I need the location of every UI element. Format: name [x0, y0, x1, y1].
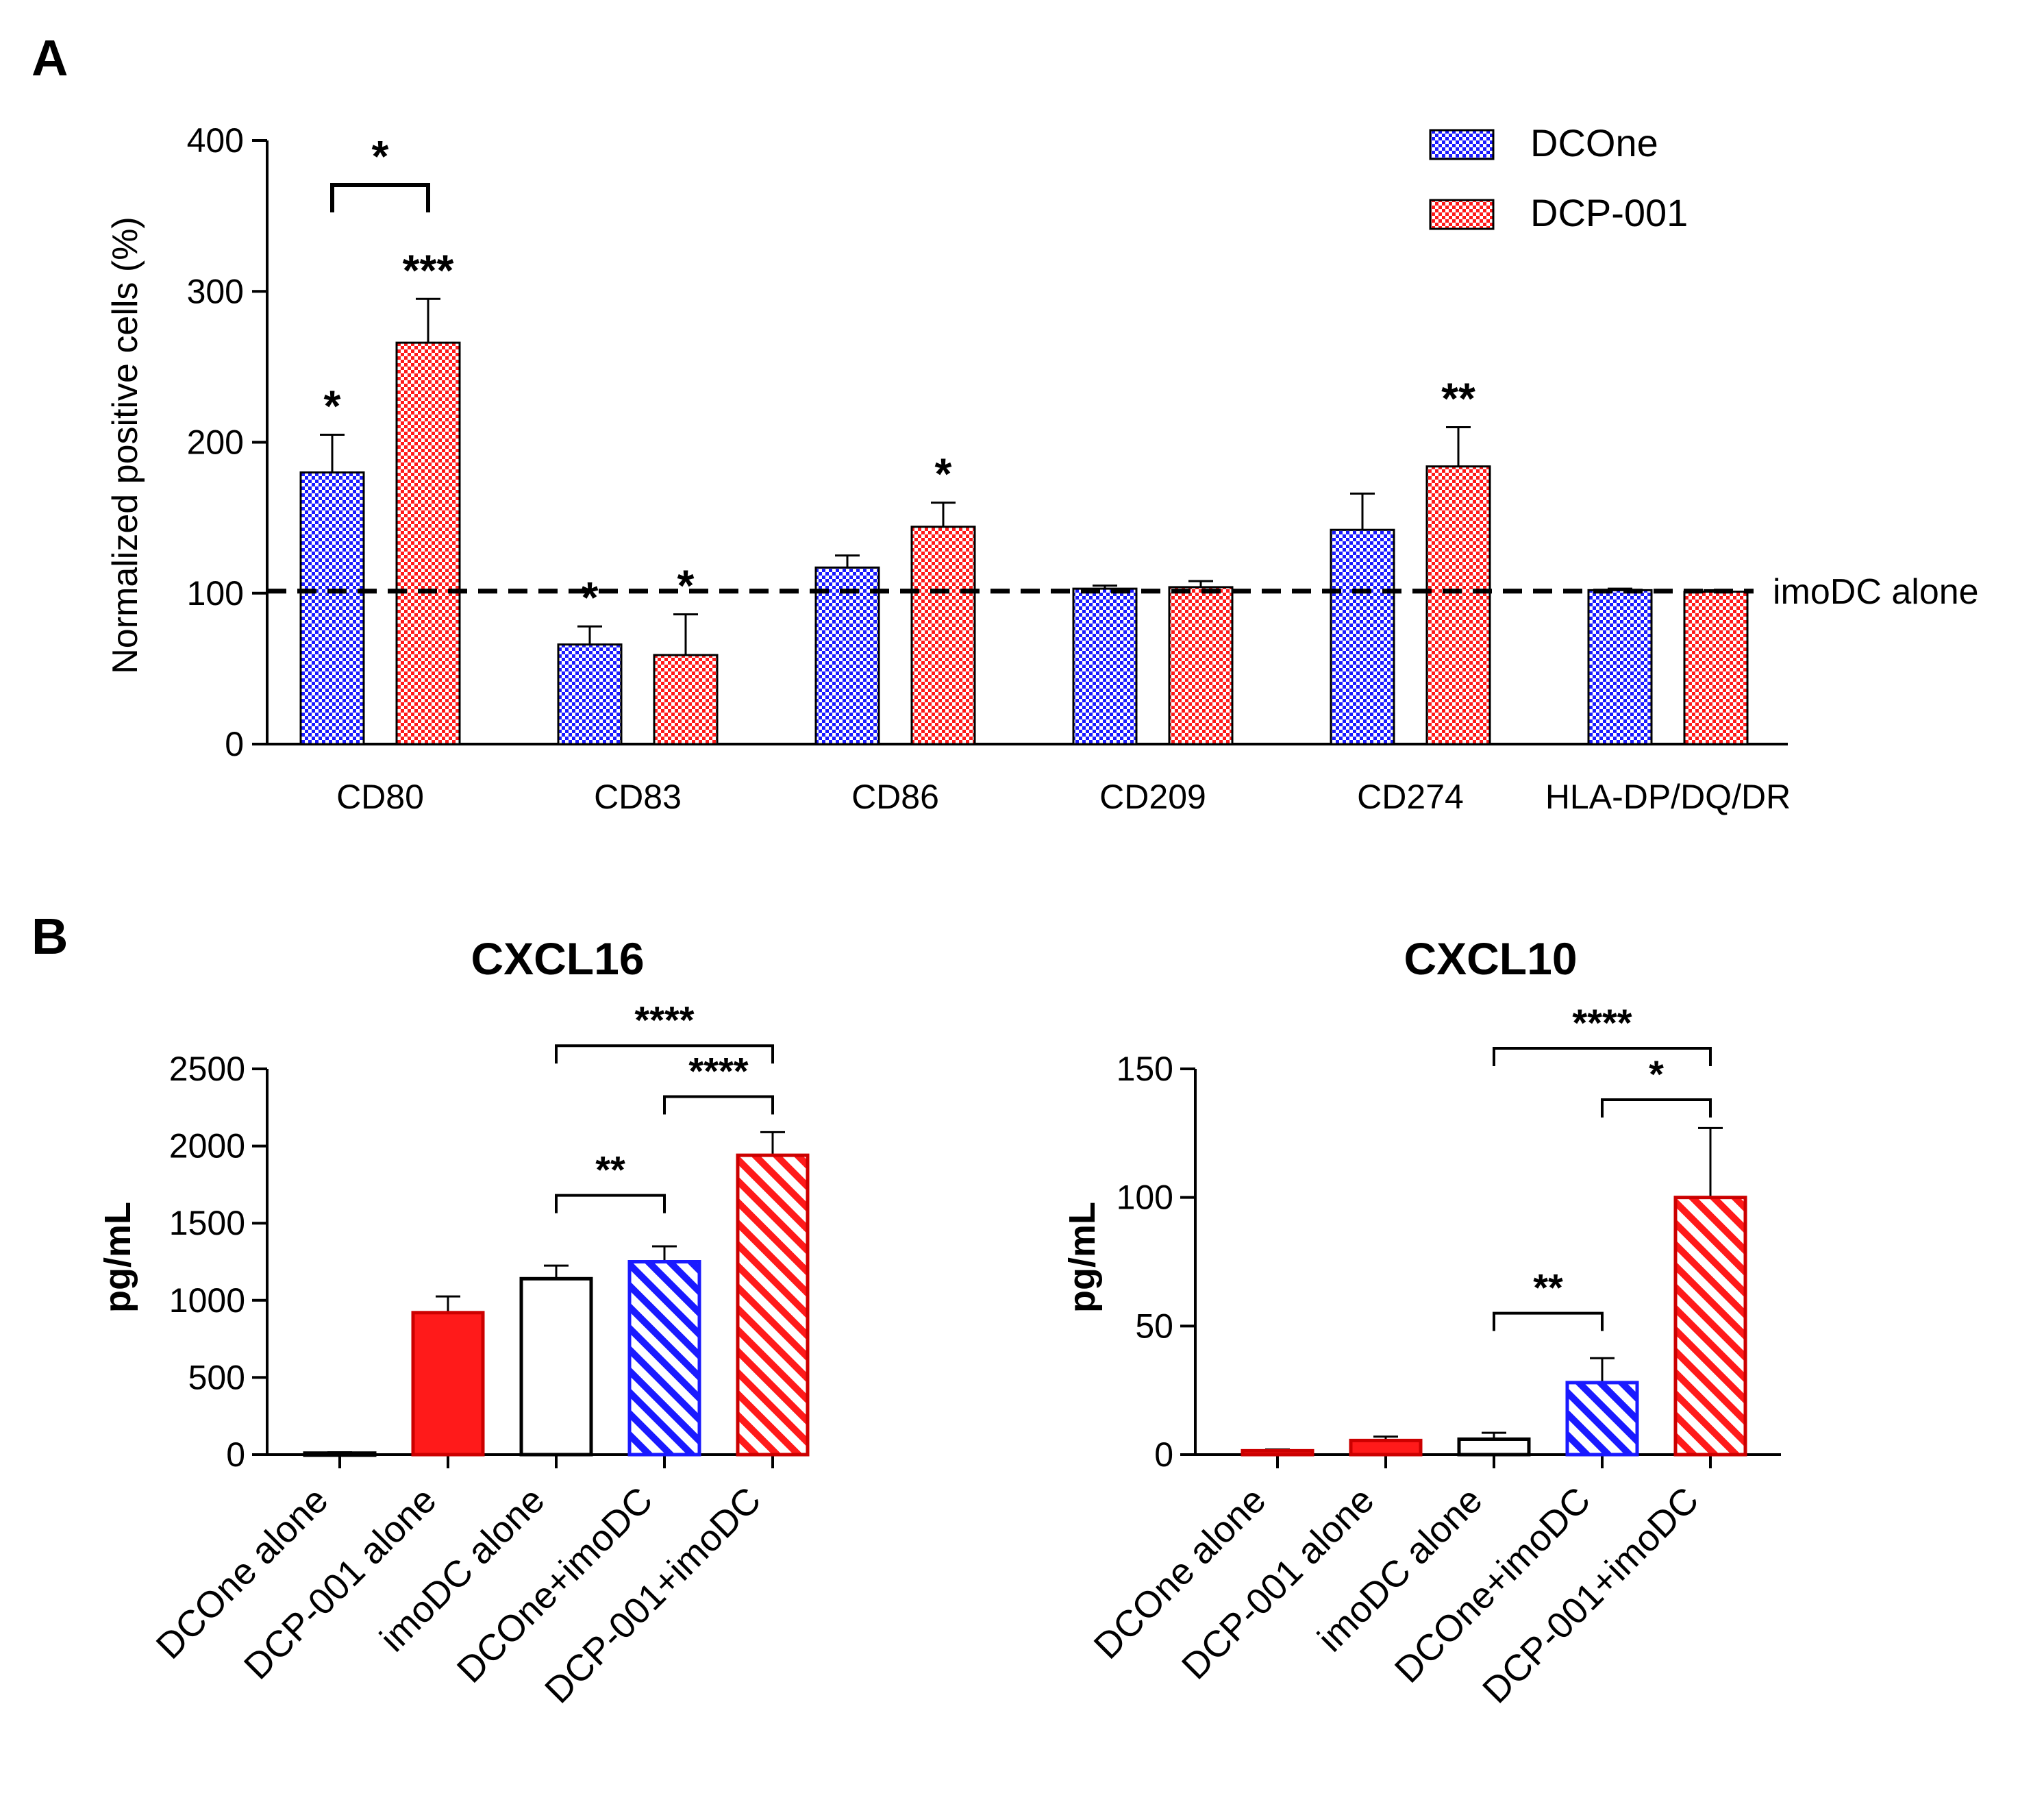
cxcl10-bar-dcone-imodc [1565, 1381, 1639, 1457]
panel-a-y-tick-label: 300 [187, 272, 244, 310]
cxcl10-title: CXCL10 [1404, 933, 1577, 984]
panel-a-bar-dcp-001-cd80 [395, 341, 461, 745]
panel-a-y-axis-title: Normalized positive cells (%) [105, 217, 145, 674]
panel-a-bar-dcp-001-cd83 [653, 654, 719, 745]
panel-a-bar-dcone-hla-dp-dq-dr [1587, 589, 1653, 745]
panel-a-y-tick-label: 200 [187, 423, 244, 462]
cxcl10-bar-dcp-001-imodc [1673, 1196, 1747, 1457]
cxcl16-bar-dcone-alone [303, 1451, 377, 1457]
cxcl16-y-tick-label: 0 [226, 1435, 245, 1474]
cxcl10-comparison-label-2: **** [1572, 1001, 1632, 1044]
panel-a-x-tick-label-hla-dp-dq-dr: HLA-DP/DQ/DR [1545, 778, 1791, 816]
cxcl16-bar-dcp-001-alone [411, 1311, 485, 1457]
cxcl10-comparison-bracket-1 [1601, 1098, 1712, 1118]
panel-a-bar-dcp-001-hla-dp-dq-dr [1683, 591, 1749, 745]
cxcl16-y-tick-label: 500 [188, 1358, 245, 1396]
cxcl16-comparison-bracket-0 [555, 1194, 666, 1213]
panel-a-bar-dcone-cd80 [299, 471, 365, 745]
panel-a-significance-dcp-001-cd83: * [677, 561, 695, 610]
cxcl16-y-tick-label: 1500 [169, 1204, 245, 1242]
cxcl16-bar-dcp-001-imodc [736, 1153, 810, 1457]
cxcl10-y-tick-label: 50 [1135, 1307, 1173, 1345]
panel-a-x-tick-label-cd209: CD209 [1099, 778, 1206, 816]
cxcl16-y-tick-label: 2000 [169, 1127, 245, 1165]
cxcl16-y-axis-title: pg/mL [97, 1202, 138, 1313]
cxcl16-comparison-label-1: **** [688, 1050, 748, 1093]
cxcl16-title: CXCL16 [471, 933, 644, 984]
panel-a-significance-dcone-cd83: * [582, 573, 599, 622]
cxcl10-y-tick-label: 100 [1117, 1178, 1173, 1217]
cxcl16-comparison-bracket-2 [555, 1044, 774, 1064]
panel-letter-a: A [32, 29, 68, 86]
cxcl10-bar-imodc-alone [1457, 1437, 1531, 1457]
cxcl16-comparison-bracket-1 [663, 1095, 774, 1115]
panel-a-y-tick-label: 100 [187, 574, 244, 613]
panel-letter-b: B [32, 908, 68, 965]
cxcl10-x-tick-label-dcone-imodc: DCOne+imoDC [1387, 1479, 1599, 1691]
panel-a-comparison-label: * [372, 132, 389, 181]
cxcl16-comparison-label-0: ** [595, 1148, 625, 1192]
panel-a-significance-dcp-001-cd274: ** [1441, 373, 1475, 423]
panel-a-significance-dcp-001-cd86: * [935, 449, 952, 499]
panel-a-bar-dcone-cd83 [557, 643, 623, 745]
cxcl16-x-tick-label-dcone-imodc: DCOne+imoDC [449, 1479, 661, 1691]
panel-a-y-tick-label: 0 [225, 725, 244, 763]
panel-a-bar-dcp-001-cd209 [1168, 586, 1234, 745]
cxcl10-y-tick-label: 0 [1154, 1435, 1173, 1474]
cxcl10-comparison-bracket-2 [1493, 1046, 1712, 1066]
panel-a-bar-dcone-cd274 [1330, 528, 1395, 745]
cxcl16-y-tick-label: 1000 [169, 1281, 245, 1320]
cxcl16-comparison-label-2: **** [634, 998, 694, 1041]
panel-a-y-tick-label: 400 [187, 121, 244, 160]
panel-a-bar-dcone-cd209 [1072, 587, 1138, 745]
cxcl10-y-axis-title: pg/mL [1062, 1202, 1103, 1313]
panel-a-x-tick-label-cd86: CD86 [851, 778, 939, 816]
cxcl10-comparison-label-1: * [1649, 1052, 1664, 1096]
legend-swatch-dcp-001 [1429, 199, 1495, 230]
cxcl10-bar-dcp-001-alone [1349, 1438, 1423, 1457]
panel-a-bar-dcp-001-cd86 [910, 526, 976, 745]
legend-swatch-dcone [1429, 129, 1495, 160]
legend-label-dcone: DCOne [1530, 121, 1658, 164]
chart-panel-a: Normalized positive cells (%) 0 100 200 300… [105, 121, 1979, 816]
cxcl16-bar-imodc-alone [519, 1276, 593, 1457]
panel-a-x-tick-label-cd274: CD274 [1357, 778, 1464, 816]
panel-a-comparison-bracket [330, 183, 430, 212]
panel-a-bar-dcp-001-cd274 [1425, 465, 1491, 745]
panel-a-bar-dcone-cd86 [814, 566, 880, 745]
cxcl10-comparison-label-0: ** [1533, 1266, 1563, 1309]
cxcl10-x-tick-label-dcp-001-alone: DCP-001 alone [1174, 1479, 1382, 1688]
reference-line-label: imoDC alone [1773, 572, 1979, 612]
panel-a-x-tick-label-cd80: CD80 [336, 778, 424, 816]
cxcl10-bar-dcone-alone [1241, 1448, 1314, 1457]
legend-label-dcp-001: DCP-001 [1530, 191, 1688, 234]
cxcl16-bar-dcone-imodc [627, 1260, 701, 1457]
cxcl10-y-tick-label: 150 [1117, 1050, 1173, 1088]
panel-a-significance-dcone-cd80: * [324, 381, 341, 430]
cxcl10-comparison-bracket-0 [1493, 1311, 1604, 1331]
panel-a-significance-dcp-001-cd80: *** [403, 245, 454, 295]
cxcl16-y-tick-label: 2500 [169, 1050, 245, 1088]
cxcl16-x-tick-label-dcp-001-alone: DCP-001 alone [236, 1479, 445, 1688]
panel-a-x-tick-label-cd83: CD83 [594, 778, 682, 816]
